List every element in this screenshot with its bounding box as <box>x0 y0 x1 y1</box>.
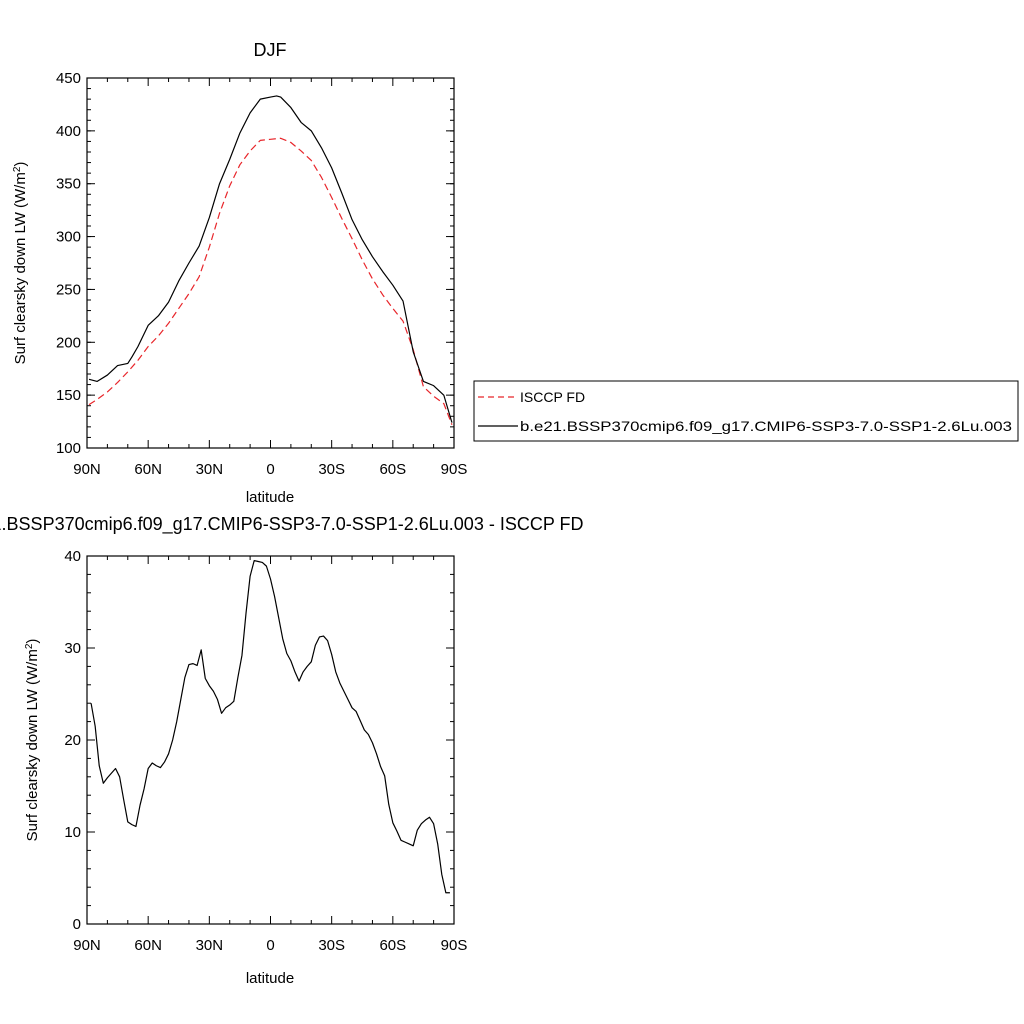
bottom-y-tick-label: 20 <box>64 732 81 749</box>
bottom-y-axis-label-main: Surf clearsky down LW (W/m <box>24 649 41 841</box>
top-y-tick-label: 300 <box>56 229 81 246</box>
legend-box <box>473 380 1019 442</box>
bottom-y-axis-label-close: ) <box>24 639 41 644</box>
top-x-axis-label: latitude <box>246 489 294 506</box>
top-x-tick-label: 30S <box>318 461 345 478</box>
bottom-plot-frame <box>86 555 455 925</box>
bottom-series <box>90 560 450 894</box>
legend: ISCCP FD b.e21.BSSP370cmip6.f09_g17.CMIP… <box>473 380 1019 442</box>
top-y-tick-label: 450 <box>56 70 81 87</box>
bottom-y-axis-label: Surf clearsky down LW (W/m2) <box>24 639 41 842</box>
bottom-y-tick-label: 40 <box>64 548 81 565</box>
bottom-x-tick-label: 60N <box>134 937 162 954</box>
top-y-tick-label: 200 <box>56 334 81 351</box>
bottom-chart-title: b.e21.BSSP370cmip6.f09_g17.CMIP6-SSP3-7.… <box>0 514 584 535</box>
bottom-panel: b.e21.BSSP370cmip6.f09_g17.CMIP6-SSP3-7.… <box>0 514 584 987</box>
top-x-tick-label: 60N <box>134 461 162 478</box>
bottom-x-tick-label: 60S <box>379 937 406 954</box>
top-y-tick-label: 400 <box>56 123 81 140</box>
bottom-y-tick-label: 10 <box>64 824 81 841</box>
bottom-y-tick-label: 0 <box>73 916 81 933</box>
top-tick-labels: 90N 60N 30N 0 30S 60S 90S 100 150 200 250 300 350 400… <box>56 70 467 478</box>
bottom-x-tick-label: 90N <box>73 937 101 954</box>
top-y-tick-label: 100 <box>56 440 81 457</box>
bottom-y-tick-label: 30 <box>64 640 81 657</box>
bottom-x-tick-label: 30S <box>318 937 345 954</box>
top-x-tick-label: 0 <box>266 461 274 478</box>
top-y-tick-label: 350 <box>56 176 81 193</box>
top-series <box>88 95 453 425</box>
top-y-tick-label: 250 <box>56 281 81 298</box>
top-x-tick-label: 30N <box>196 461 224 478</box>
bottom-series-line-0 <box>90 560 450 894</box>
bottom-ticks <box>86 555 455 925</box>
legend-label-isccp: ISCCP FD <box>520 389 585 405</box>
legend-label-model: b.e21.BSSP370cmip6.f09_g17.CMIP6-SSP3-7.… <box>520 418 1012 434</box>
top-y-axis-label-sup: 2 <box>12 166 23 172</box>
bottom-x-tick-label: 0 <box>266 937 274 954</box>
top-series-line-1 <box>88 95 453 423</box>
top-y-tick-label: 150 <box>56 387 81 404</box>
top-chart-title: DJF <box>254 40 287 60</box>
top-x-tick-label: 90N <box>73 461 101 478</box>
top-y-axis-label-close: ) <box>12 162 29 167</box>
bottom-x-tick-label: 90S <box>441 937 468 954</box>
top-ticks <box>86 77 455 449</box>
top-series-line-0 <box>88 137 453 425</box>
top-y-axis-label: Surf clearsky down LW (W/m2) <box>12 162 29 365</box>
top-plot-frame <box>86 77 455 449</box>
top-x-tick-label: 60S <box>379 461 406 478</box>
top-y-axis-label-main: Surf clearsky down LW (W/m <box>12 172 29 364</box>
top-x-tick-label: 90S <box>441 461 468 478</box>
bottom-x-tick-label: 30N <box>196 937 224 954</box>
top-panel: DJF 90N 60N 30N 0 30S 60S 90S 100 150 200 250 300 35… <box>12 40 467 506</box>
bottom-x-axis-label: latitude <box>246 970 294 987</box>
bottom-y-axis-label-sup: 2 <box>24 643 35 649</box>
bottom-tick-labels: 90N 60N 30N 0 30S 60S 90S 0 10 20 30 40 <box>64 548 467 954</box>
